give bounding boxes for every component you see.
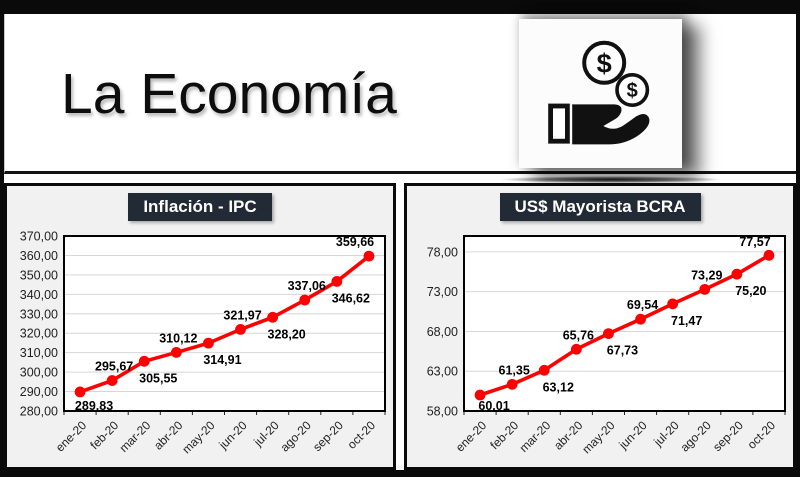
x-tick-label: ago-20 <box>278 418 315 455</box>
coin-large-icon <box>581 40 626 85</box>
data-label: 295,67 <box>95 360 133 374</box>
data-point <box>506 378 518 390</box>
hand-cuff-icon <box>547 103 570 144</box>
data-point <box>74 386 86 398</box>
y-tick-label: 310,00 <box>20 346 58 360</box>
y-tick-label: 300,00 <box>20 366 58 380</box>
x-tick-label: mar-20 <box>517 418 554 455</box>
y-tick-label: 350,00 <box>20 268 58 282</box>
series-line <box>478 253 771 397</box>
data-label: 310,12 <box>159 331 197 345</box>
data-label: 314,91 <box>203 353 241 367</box>
x-tick-label: feb-20 <box>87 418 121 452</box>
data-point <box>699 283 711 295</box>
data-point <box>363 250 375 262</box>
y-tick-label: 68,00 <box>427 325 458 339</box>
data-point <box>731 268 743 280</box>
data-point <box>570 343 582 355</box>
coin-large-dollar: $ <box>596 47 611 78</box>
chart-panel-inflacion: Inflación - IPC 280,00 290,00 300,00 310,00… <box>4 183 396 470</box>
y-tick-label: 360,00 <box>20 249 58 263</box>
plot-border <box>463 235 786 412</box>
data-label: 61,35 <box>499 363 530 377</box>
coin-small-icon <box>614 72 649 107</box>
data-label: 71,47 <box>671 314 702 328</box>
data-label: 75,20 <box>735 284 766 298</box>
data-point <box>667 298 679 310</box>
data-point <box>635 313 646 325</box>
data-point <box>763 249 775 261</box>
data-label: 305,55 <box>139 371 177 385</box>
data-point <box>474 389 486 401</box>
data-point <box>299 294 311 306</box>
x-tick-label: jun-20 <box>615 418 649 452</box>
hand-receiving-coins-icon: $ $ <box>547 40 649 144</box>
y-tick-label: 320,00 <box>20 327 58 341</box>
x-tick-label: oct-20 <box>345 418 379 452</box>
series-line <box>78 254 371 394</box>
icon-ground-shadow <box>502 176 720 183</box>
data-point <box>603 328 614 340</box>
slide-content: La Economía $ $ Inflación - <box>4 14 796 470</box>
plot-area <box>64 236 385 411</box>
x-tick-label: ene-20 <box>453 418 490 455</box>
y-tick-label: 340,00 <box>20 288 58 302</box>
y-tick-label: 280,00 <box>20 405 58 419</box>
chart-title-dolar: US$ Mayorista BCRA <box>499 193 701 221</box>
y-tick-label: 63,00 <box>427 365 458 379</box>
plot-border <box>63 235 386 412</box>
data-label: 63,12 <box>543 380 574 394</box>
data-label: 67,73 <box>607 344 638 358</box>
x-tick-label: oct-20 <box>745 418 779 452</box>
x-tick-label: feb-20 <box>487 418 521 452</box>
data-label: 328,20 <box>268 327 306 341</box>
data-point <box>331 276 343 287</box>
x-tick-label: sep-20 <box>310 418 346 454</box>
data-label: 73,29 <box>691 268 722 282</box>
line-chart-inflacion: 280,00 290,00 300,00 310,00 320,00 330,00 340,… <box>20 230 386 456</box>
page-title: La Economía <box>61 62 397 126</box>
x-tick-label: jun-20 <box>215 418 249 452</box>
money-hand-icon-box: $ $ <box>519 19 682 168</box>
x-tick-label: may-20 <box>579 418 617 456</box>
data-point <box>538 364 550 376</box>
x-tick-label: ene-20 <box>53 418 90 455</box>
y-tick-label: 78,00 <box>427 245 458 259</box>
y-tick-label: 370,00 <box>20 230 58 244</box>
y-tick-label: 58,00 <box>427 405 458 419</box>
y-tick-label: 73,00 <box>427 285 458 299</box>
header: La Economía $ $ <box>4 14 796 174</box>
coin-small-dollar: $ <box>626 80 637 102</box>
data-point <box>106 375 118 386</box>
y-tick-label: 290,00 <box>20 385 58 399</box>
x-tick-label: sep-20 <box>710 418 746 454</box>
data-point <box>138 355 150 367</box>
data-label: 321,97 <box>223 308 261 322</box>
hand-icon <box>571 103 649 144</box>
x-tick-label: may-20 <box>179 418 217 456</box>
data-point <box>235 323 246 335</box>
y-tick-label: 330,00 <box>20 307 58 321</box>
data-label: 69,54 <box>627 298 658 312</box>
chart-title-inflacion: Inflación - IPC <box>128 193 272 221</box>
data-point <box>203 337 214 349</box>
charts-row: Inflación - IPC 280,00 290,00 300,00 310,00… <box>4 183 796 470</box>
chart-panel-dolar: US$ Mayorista BCRA 58,00 63,00 68,00 73,00 7… <box>404 183 796 470</box>
data-point <box>267 311 279 323</box>
x-tick-label: ago-20 <box>678 418 715 455</box>
data-label: 337,06 <box>288 279 326 293</box>
x-tick-label: mar-20 <box>117 418 154 455</box>
data-label: 346,62 <box>332 291 370 305</box>
data-label: 65,76 <box>563 328 594 342</box>
line-chart-dolar: 58,00 63,00 68,00 73,00 78,00 ene-20feb-20mar… <box>427 235 786 456</box>
data-label: 359,66 <box>336 235 374 249</box>
data-label: 77,57 <box>739 235 770 249</box>
data-point <box>170 347 182 358</box>
data-label: 60,01 <box>478 399 509 413</box>
data-label: 289,83 <box>75 399 113 413</box>
